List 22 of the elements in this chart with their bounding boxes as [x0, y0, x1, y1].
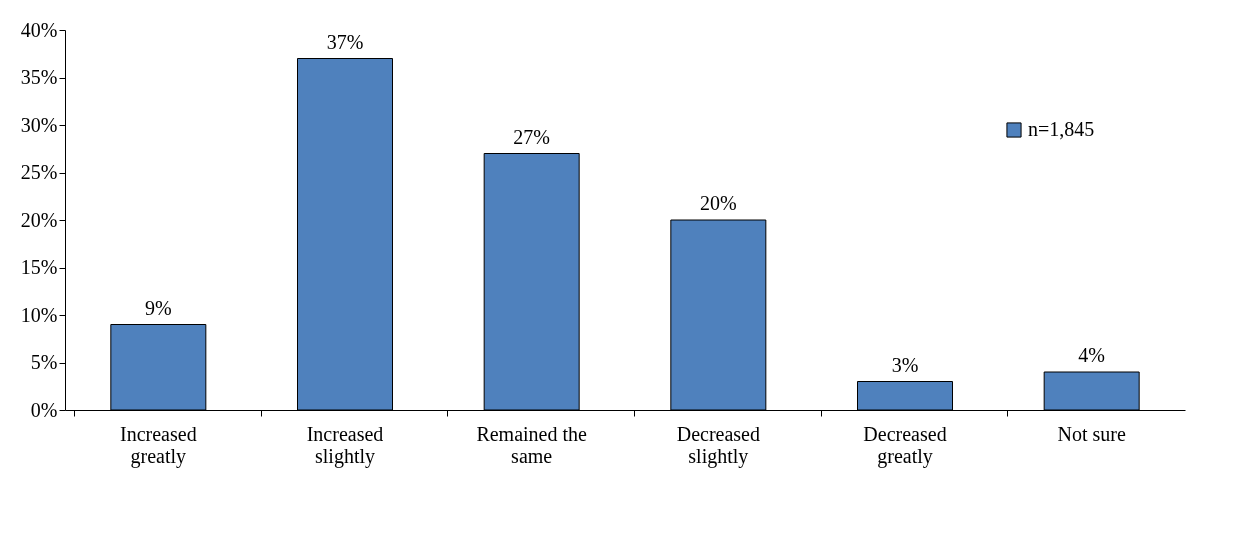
y-tick-label: 5%	[30, 351, 58, 373]
data-label: 9%	[145, 296, 172, 319]
x-tick-label: Increased greatly	[120, 422, 197, 468]
data-label: 27%	[513, 125, 550, 148]
y-tick-label: 10%	[20, 303, 58, 326]
y-tick-label: 0%	[30, 398, 58, 421]
data-label: 3%	[891, 353, 919, 376]
y-tick-label: 20%	[20, 208, 58, 231]
y-tick-label: 40%	[20, 18, 58, 41]
y-tick-label: 35%	[20, 66, 58, 88]
x-tick-label: Remained the same	[476, 422, 588, 467]
y-tick-label: 30%	[20, 113, 58, 136]
y-tick-label: 25%	[20, 161, 58, 183]
data-label: 20%	[700, 192, 737, 214]
x-tick-label: Not sure	[1057, 422, 1126, 445]
data-label: 37%	[326, 30, 364, 53]
data-label: 4%	[1078, 344, 1105, 366]
legend-label: n=1,845	[1028, 118, 1095, 140]
y-tick-label: 15%	[20, 256, 58, 278]
x-tick-label: Increased slightly	[306, 422, 384, 468]
x-tick-label: Decreased greatly	[863, 422, 947, 468]
x-tick-label: Decreased slightly	[676, 422, 760, 468]
